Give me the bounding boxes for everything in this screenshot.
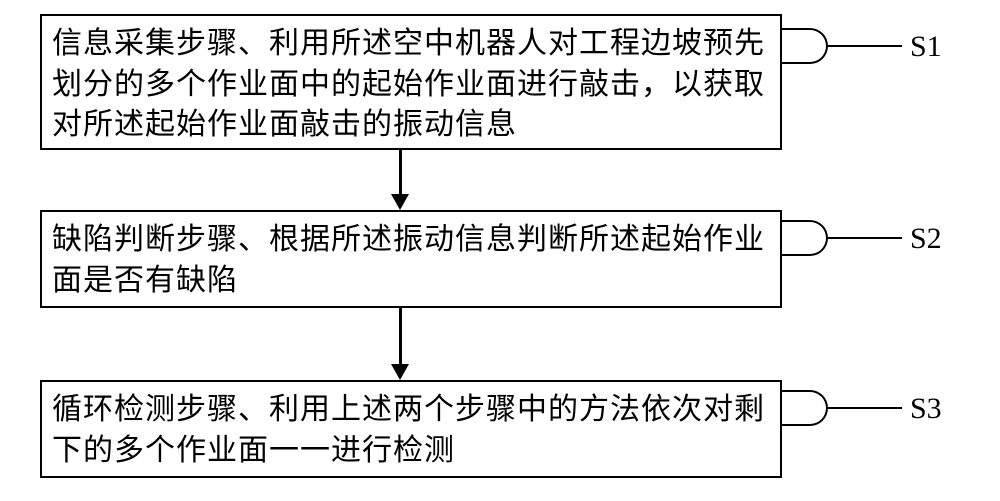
flow-box-text-s2: 缺陷判断步骤、根据所述振动信息判断所述起始作业面是否有缺陷 <box>52 220 770 301</box>
step-label-s1: S1 <box>910 30 942 64</box>
connector-line-s1 <box>828 45 902 47</box>
step-label-s3: S3 <box>910 392 942 426</box>
flow-box-text-s3: 循环检测步骤、利用上述两个步骤中的方法依次对剩下的多个作业面一一进行检测 <box>52 390 770 471</box>
flow-box-text-s1: 信息采集步骤、利用所述空中机器人对工程边坡预先划分的多个作业面中的起始作业面进行… <box>52 24 770 146</box>
step-label-s2: S2 <box>910 222 942 256</box>
connector-curve-s1 <box>782 28 828 64</box>
arrow-shaft-1 <box>399 308 402 364</box>
arrow-head-1 <box>391 364 409 380</box>
flowchart-canvas: 信息采集步骤、利用所述空中机器人对工程边坡预先划分的多个作业面中的起始作业面进行… <box>0 0 1000 501</box>
flow-box-s1: 信息采集步骤、利用所述空中机器人对工程边坡预先划分的多个作业面中的起始作业面进行… <box>40 14 782 150</box>
connector-line-s2 <box>828 237 902 239</box>
connector-curve-s2 <box>782 220 828 256</box>
arrow-head-0 <box>391 194 409 210</box>
flow-box-s3: 循环检测步骤、利用上述两个步骤中的方法依次对剩下的多个作业面一一进行检测 <box>40 380 782 478</box>
arrow-shaft-0 <box>399 150 402 194</box>
connector-curve-s3 <box>782 390 828 426</box>
connector-line-s3 <box>828 407 902 409</box>
flow-box-s2: 缺陷判断步骤、根据所述振动信息判断所述起始作业面是否有缺陷 <box>40 210 782 308</box>
